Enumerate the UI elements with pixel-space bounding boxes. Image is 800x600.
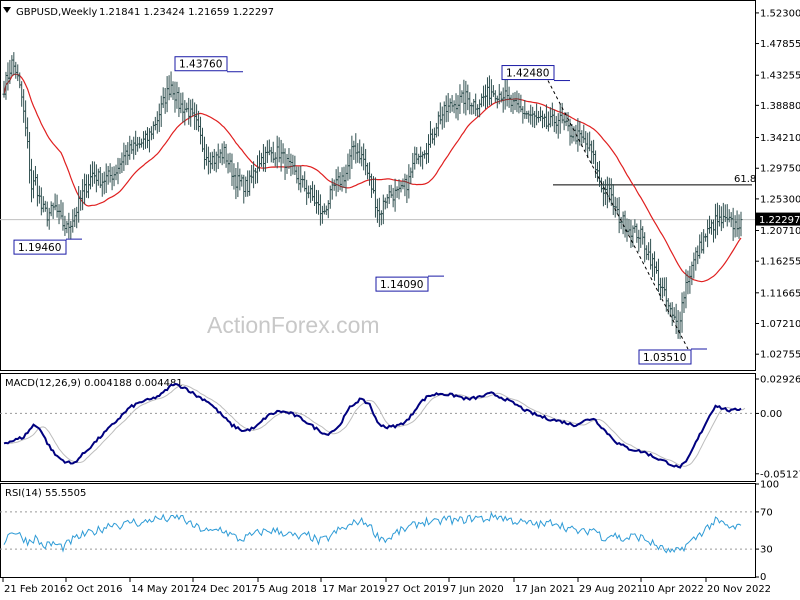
moving-average-line bbox=[3, 73, 742, 283]
price-axis-label: 1.29750 bbox=[760, 164, 800, 175]
price-axis-label: 1.16255 bbox=[760, 257, 800, 268]
time-axis-label: 7 Jun 2020 bbox=[450, 584, 504, 595]
ohlc-values: 1.21841 1.23424 1.21659 1.22297 bbox=[99, 7, 274, 18]
time-axis-label: 17 Jan 2021 bbox=[515, 584, 575, 595]
price-axis-label: 1.20710 bbox=[760, 226, 800, 237]
price-annotation: 1.42480 bbox=[501, 65, 570, 82]
price-annotation: 1.03510 bbox=[638, 348, 707, 365]
price-axis-label: 1.02755 bbox=[760, 350, 800, 361]
price-axis-label: 1.52300 bbox=[760, 8, 800, 19]
rsi-panel-frame bbox=[0, 483, 756, 578]
time-axis-label: 27 Oct 2019 bbox=[387, 584, 449, 595]
price-axis-label: 1.25300 bbox=[760, 194, 800, 205]
price-bar bbox=[739, 211, 743, 237]
time-axis-label: 5 Aug 2018 bbox=[259, 584, 317, 595]
annotation-box bbox=[501, 65, 555, 81]
price-annotation: 1.14090 bbox=[375, 275, 444, 292]
macd-signal-line bbox=[7, 384, 746, 467]
macd-axis-label: 0.00 bbox=[760, 409, 782, 420]
time-axis-label: 24 Dec 2017 bbox=[194, 584, 258, 595]
time-axis-label: 14 May 2017 bbox=[131, 584, 196, 595]
annotation-text: 1.14090 bbox=[380, 279, 423, 291]
rsi-axis-label: 70 bbox=[760, 507, 773, 518]
macd-axis-label: 0.029261 bbox=[760, 374, 800, 385]
trendline-dashed bbox=[547, 80, 689, 350]
current-price-tag bbox=[756, 212, 800, 226]
price-axis-label: 1.38880 bbox=[760, 101, 800, 112]
time-axis-label: 29 Aug 2021 bbox=[579, 584, 643, 595]
annotation-text: 1.19460 bbox=[18, 242, 61, 254]
rsi-axis-label: 0 bbox=[760, 572, 766, 583]
time-axis-label: 20 Nov 2022 bbox=[707, 584, 771, 595]
time-axis-label: 21 Feb 2016 bbox=[4, 584, 66, 595]
rsi-line bbox=[3, 511, 742, 554]
annotation-text: 1.03510 bbox=[643, 352, 686, 364]
price-bars bbox=[2, 52, 743, 340]
time-axis-label: 10 Apr 2022 bbox=[642, 584, 704, 595]
rsi-axis-label: 30 bbox=[760, 545, 773, 556]
rsi-title: RSI(14) 55.5505 bbox=[5, 488, 86, 499]
rsi-axis-label: 100 bbox=[760, 480, 779, 491]
price-axis-label: 1.07210 bbox=[760, 319, 800, 330]
macd-line bbox=[3, 382, 742, 469]
triangle-down-icon[interactable] bbox=[3, 7, 11, 13]
price-axis-label: 1.34210 bbox=[760, 133, 800, 144]
price-axis: 1.52300 1.47855 1.43255 1.38880 1.34210 1.297… bbox=[755, 8, 800, 361]
macd-panel-frame bbox=[0, 373, 756, 482]
macd-title: MACD(12,26,9) 0.004188 0.004481 bbox=[5, 378, 183, 389]
trendline bbox=[547, 80, 689, 350]
price-annotation: 1.43760 bbox=[174, 56, 243, 73]
annotation-text: 1.43760 bbox=[179, 59, 222, 71]
price-annotation: 1.19460 bbox=[13, 238, 82, 255]
time-axis-label: 17 Mar 2019 bbox=[322, 584, 385, 595]
price-panel-frame bbox=[0, 0, 756, 371]
price-axis-label: 1.11665 bbox=[760, 288, 800, 299]
annotation-text: 1.42480 bbox=[506, 68, 549, 80]
macd-axis-label: -0.051279 bbox=[760, 469, 800, 480]
rsi-plot: 100 70 30 0 bbox=[0, 480, 779, 583]
watermark: ActionForex.com bbox=[207, 312, 380, 338]
price-axis-label: 1.43255 bbox=[760, 71, 800, 82]
fib-618-label: 61.8 bbox=[734, 174, 756, 185]
symbol-timeframe: GBPUSD,Weekly bbox=[16, 7, 97, 18]
annotation-box bbox=[375, 276, 429, 292]
annotation-box bbox=[174, 56, 228, 72]
ma-series-line bbox=[3, 73, 742, 283]
current-price-tag-label: 1.22297 bbox=[759, 215, 800, 226]
annotation-box bbox=[13, 239, 67, 255]
annotation-box bbox=[638, 349, 692, 365]
price-axis-label: 1.47855 bbox=[760, 39, 800, 50]
time-axis-label: 2 Oct 2016 bbox=[67, 584, 122, 595]
price-annotations: 1.19460 1.43760 1.14090 1.42480 1.03510 bbox=[13, 56, 707, 365]
macd-plot: 0.029261 0.00 -0.051279 bbox=[0, 374, 800, 480]
